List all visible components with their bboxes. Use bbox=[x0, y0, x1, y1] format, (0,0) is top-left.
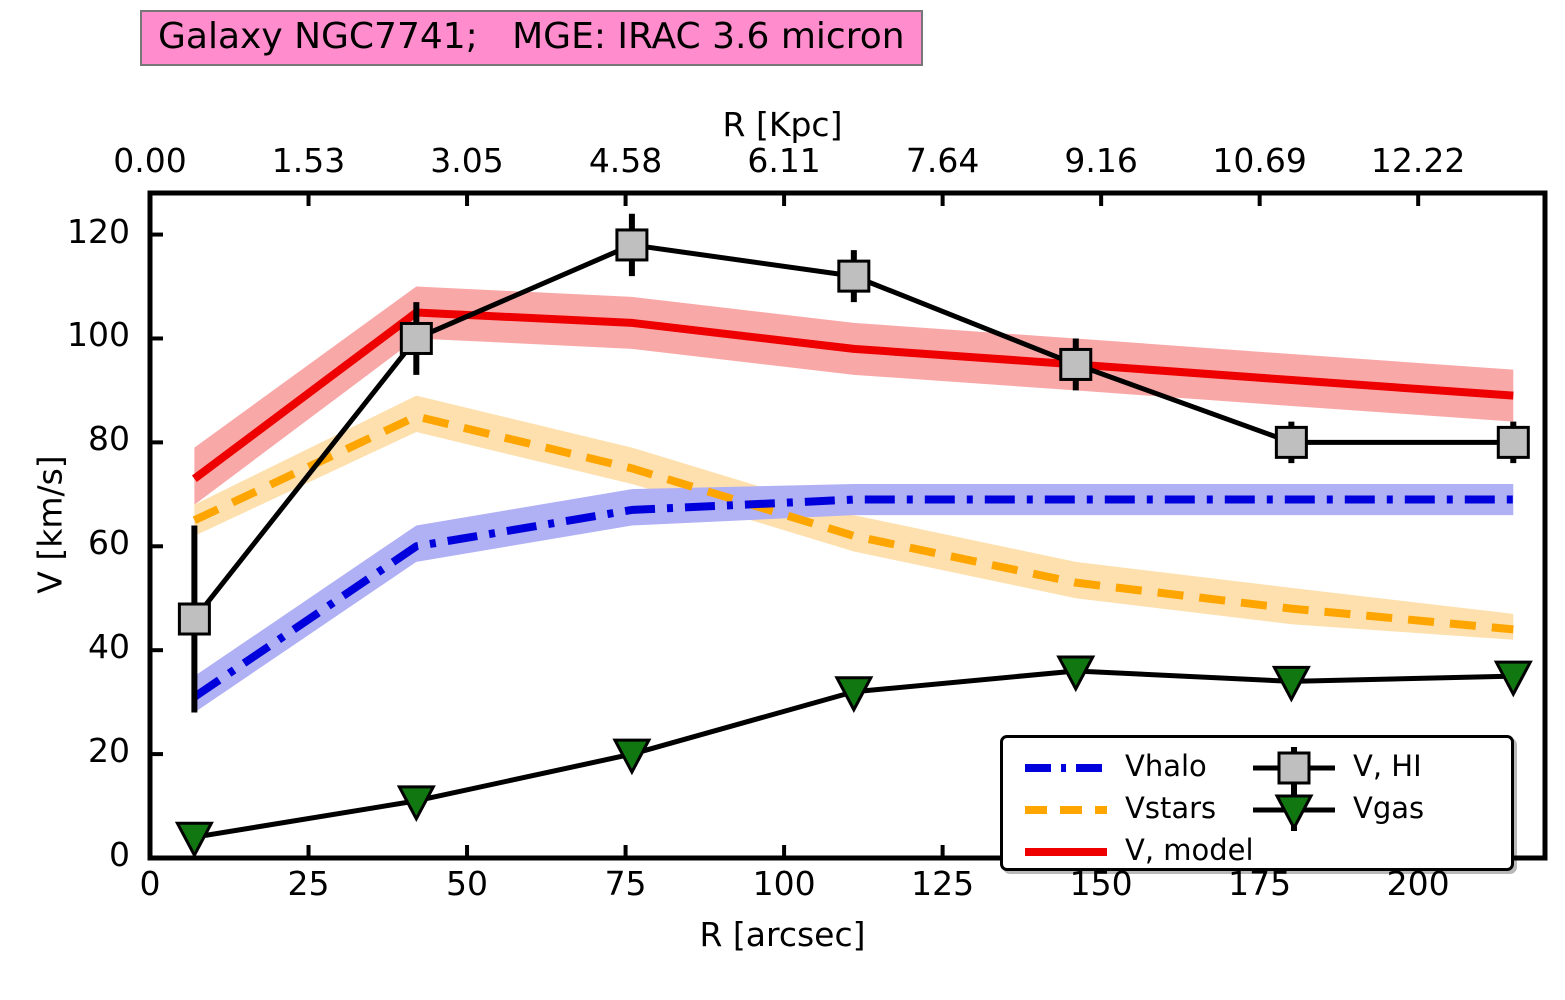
top-tick-label: 7.64 bbox=[905, 141, 980, 180]
vhi-marker bbox=[837, 259, 871, 293]
y-tick-label: 20 bbox=[88, 731, 130, 771]
vhi-marker bbox=[399, 321, 433, 355]
bottom-axis-title: R [arcsec] bbox=[699, 915, 866, 954]
top-tick-label: 4.58 bbox=[588, 141, 663, 180]
page-title: Galaxy NGC7741; MGE: IRAC 3.6 micron bbox=[140, 10, 923, 66]
legend-label-v-hi: V, HI bbox=[1353, 749, 1422, 783]
band-v-model bbox=[194, 286, 1514, 505]
y-tick-label: 0 bbox=[109, 835, 130, 874]
axes-frame bbox=[147, 190, 1548, 861]
vgas-marker bbox=[1271, 665, 1311, 703]
top-tick-label: 0.00 bbox=[113, 141, 187, 180]
plot-border bbox=[147, 190, 1548, 861]
top-tick-label: 6.11 bbox=[747, 141, 821, 180]
top-tick-label: 10.69 bbox=[1212, 141, 1307, 180]
vgas-marker bbox=[834, 676, 874, 713]
band-vstars bbox=[194, 395, 1514, 640]
legend-label-v-model: V, model bbox=[1125, 833, 1254, 867]
legend-label-vhalo: Vhalo bbox=[1125, 749, 1207, 783]
y-tick-label: 100 bbox=[67, 315, 130, 355]
legend-swatch-triangle bbox=[1274, 794, 1314, 832]
y-tick-label: 60 bbox=[88, 523, 130, 563]
uncertainty-bands bbox=[194, 286, 1514, 713]
observed-data-series bbox=[174, 213, 1533, 859]
vgas-marker bbox=[396, 785, 436, 823]
vhi-marker bbox=[1496, 425, 1530, 459]
bottom-tick-label: 100 bbox=[752, 864, 816, 903]
curve-vstars bbox=[192, 412, 1514, 634]
vhi-marker bbox=[177, 602, 211, 636]
bottom-tick-label: 0 bbox=[139, 864, 161, 903]
top-tick-label: 9.16 bbox=[1064, 141, 1138, 180]
legend-label-vgas: Vgas bbox=[1353, 791, 1425, 825]
bottom-tick-label: 25 bbox=[287, 864, 330, 903]
vgas-marker bbox=[174, 821, 214, 859]
band-vhalo bbox=[194, 483, 1514, 713]
top-tick-label: 3.05 bbox=[430, 141, 504, 180]
legend-symbols bbox=[1025, 747, 1335, 856]
y-tick-label: 80 bbox=[88, 419, 130, 459]
vgas-marker bbox=[1056, 655, 1096, 693]
top-tick-label: 12.22 bbox=[1370, 141, 1466, 180]
bottom-tick-label: 75 bbox=[604, 864, 647, 903]
y-tick-label: 120 bbox=[67, 211, 130, 251]
top-axis-title: R [Kpc] bbox=[722, 105, 843, 144]
legend-swatch-square bbox=[1277, 751, 1311, 785]
bottom-tick-label: 50 bbox=[446, 864, 489, 903]
vhi-marker bbox=[1059, 347, 1093, 381]
vgas-marker bbox=[1493, 660, 1533, 698]
bottom-tick-label: 125 bbox=[911, 864, 975, 903]
legend-label-vstars: Vstars bbox=[1125, 791, 1217, 825]
vhi-marker bbox=[1274, 425, 1308, 459]
y-tick-label: 40 bbox=[88, 627, 130, 667]
curve-vhalo bbox=[192, 495, 1514, 701]
legend[interactable]: Vhalo Vstars V, model V, HI Vgas bbox=[1000, 735, 1514, 871]
vgas-marker bbox=[612, 738, 652, 776]
vhi-marker bbox=[615, 228, 649, 262]
top-tick-label: 1.53 bbox=[271, 141, 346, 180]
